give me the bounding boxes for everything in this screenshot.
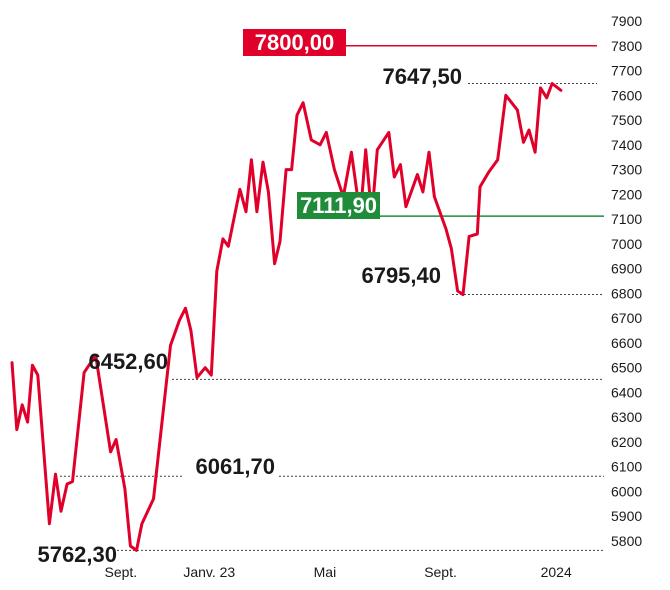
value-label-box <box>297 192 380 219</box>
value-label: 6061,70 <box>195 454 275 479</box>
y-tick-label: 6500 <box>611 360 642 376</box>
x-axis-ticks: Sept. Janv. 23 Mai Sept. 2024 <box>104 564 571 580</box>
value-label: 5762,30 <box>37 542 117 567</box>
x-tick-label: Mai <box>314 564 337 580</box>
value-label: 6795,40 <box>361 263 441 288</box>
value-label: 7111,90 <box>300 193 377 218</box>
y-tick-label: 7200 <box>611 186 642 202</box>
y-tick-label: 5900 <box>611 508 642 524</box>
value-label-box <box>243 29 346 56</box>
y-tick-label: 7300 <box>611 162 642 178</box>
x-tick-label: Sept. <box>424 564 457 580</box>
y-tick-label: 6200 <box>611 434 642 450</box>
y-tick-label: 6100 <box>611 459 642 475</box>
y-tick-label: 7600 <box>611 87 642 103</box>
y-tick-label: 7100 <box>611 211 642 227</box>
y-axis-ticks: 5800 5900 6000 6100 6200 6300 6400 6500 6600 6700… <box>611 13 642 549</box>
value-label: 7647,50 <box>382 64 462 89</box>
x-tick-label: Janv. 23 <box>183 564 235 580</box>
x-tick-label: Sept. <box>104 564 137 580</box>
y-tick-label: 7800 <box>611 38 642 54</box>
y-tick-label: 7500 <box>611 112 642 128</box>
price-series <box>10 82 563 552</box>
value-label: 7800,00 <box>255 30 335 55</box>
y-tick-label: 7700 <box>611 63 642 79</box>
value-label: 6452,60 <box>88 349 168 374</box>
y-tick-label: 6800 <box>611 285 642 301</box>
y-tick-label: 6900 <box>611 261 642 277</box>
y-tick-label: 5800 <box>611 533 642 549</box>
series-line <box>10 82 563 552</box>
y-tick-label: 6000 <box>611 483 642 499</box>
y-tick-label: 6400 <box>611 384 642 400</box>
y-tick-label: 6700 <box>611 310 642 326</box>
y-tick-label: 6600 <box>611 335 642 351</box>
x-tick-label: 2024 <box>541 564 572 580</box>
reference-lines <box>60 45 604 551</box>
y-tick-label: 7000 <box>611 236 642 252</box>
y-tick-label: 6300 <box>611 409 642 425</box>
value-annotations: 7800,00 7647,50 7111,90 6795,40 6452,60 6061,… <box>37 29 462 567</box>
y-tick-label: 7400 <box>611 137 642 153</box>
y-tick-label: 7900 <box>611 13 642 29</box>
